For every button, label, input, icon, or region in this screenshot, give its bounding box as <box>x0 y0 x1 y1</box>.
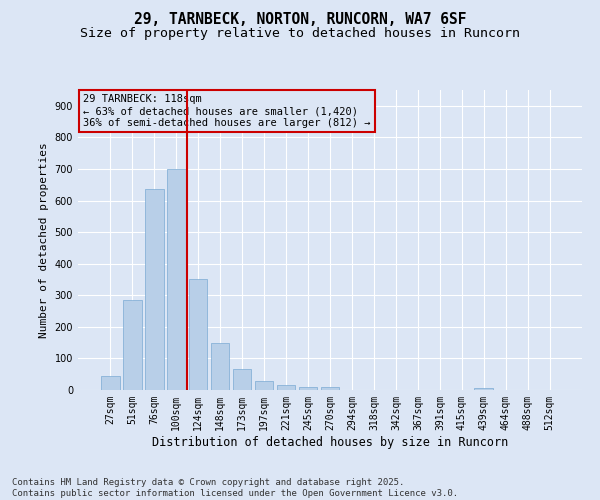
Bar <box>233 370 251 390</box>
Bar <box>101 376 119 390</box>
Bar <box>123 300 142 390</box>
Bar <box>167 169 185 390</box>
Bar <box>211 344 229 390</box>
Bar <box>277 386 295 390</box>
Bar <box>320 388 340 390</box>
Bar <box>475 388 493 390</box>
Text: Size of property relative to detached houses in Runcorn: Size of property relative to detached ho… <box>80 28 520 40</box>
Bar <box>189 280 208 390</box>
Bar <box>299 387 317 390</box>
Text: 29 TARNBECK: 118sqm
← 63% of detached houses are smaller (1,420)
36% of semi-det: 29 TARNBECK: 118sqm ← 63% of detached ho… <box>83 94 371 128</box>
Bar <box>145 190 164 390</box>
Text: 29, TARNBECK, NORTON, RUNCORN, WA7 6SF: 29, TARNBECK, NORTON, RUNCORN, WA7 6SF <box>134 12 466 28</box>
Y-axis label: Number of detached properties: Number of detached properties <box>39 142 49 338</box>
Bar <box>255 380 274 390</box>
Text: Contains HM Land Registry data © Crown copyright and database right 2025.
Contai: Contains HM Land Registry data © Crown c… <box>12 478 458 498</box>
X-axis label: Distribution of detached houses by size in Runcorn: Distribution of detached houses by size … <box>152 436 508 448</box>
